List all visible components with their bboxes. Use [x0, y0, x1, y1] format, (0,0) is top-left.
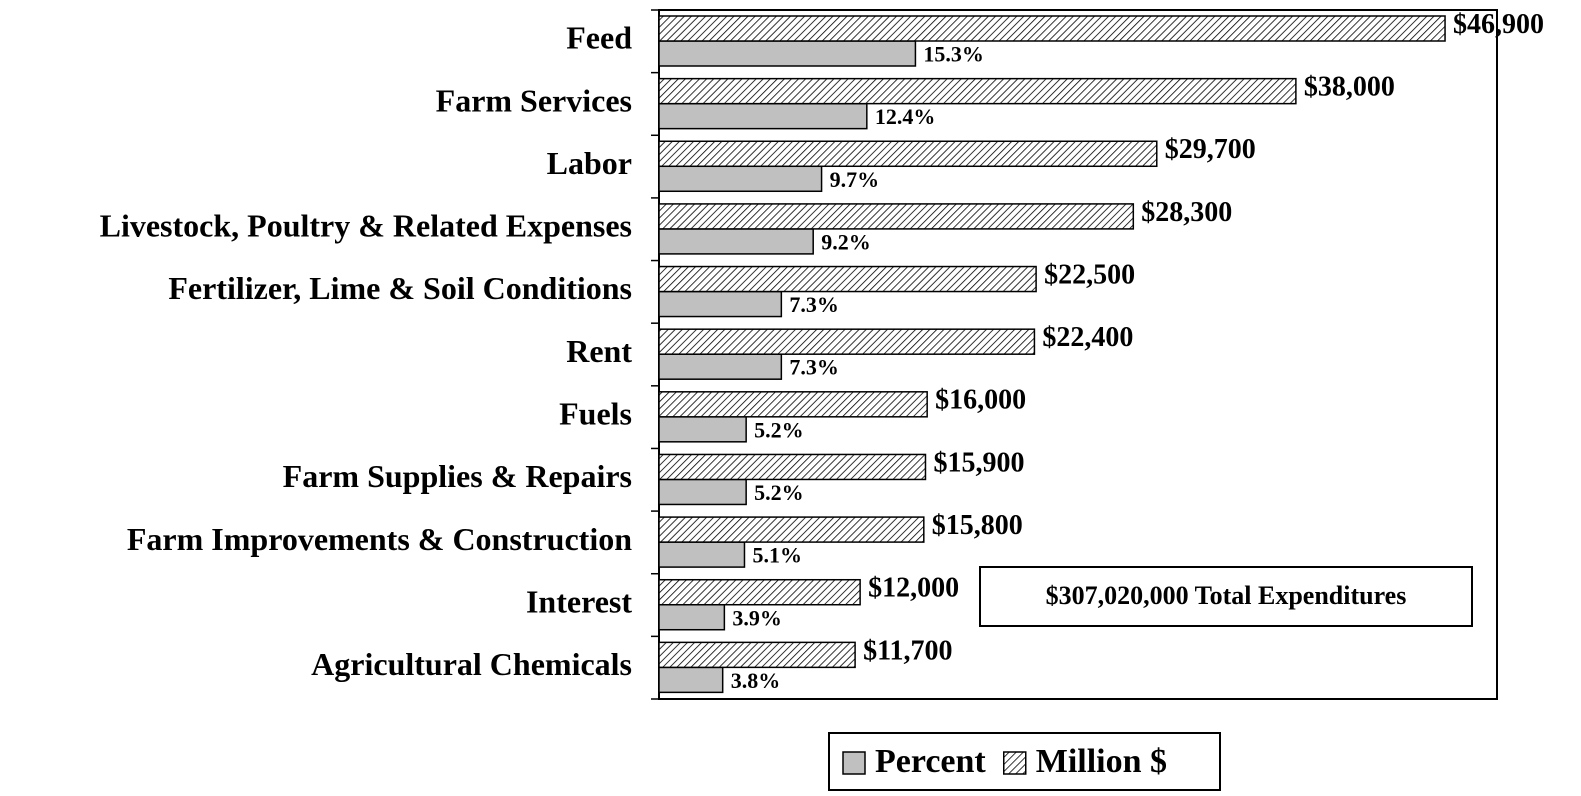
legend-label: Million $ — [1036, 743, 1167, 780]
value-label: $38,000 — [1304, 72, 1395, 103]
annotation: $307,020,000 Total Expenditures — [1046, 581, 1407, 610]
bar — [658, 541, 746, 568]
bar — [658, 228, 814, 255]
bar — [658, 140, 1158, 168]
value-label: 5.1% — [752, 543, 802, 568]
category-label: Labor — [547, 145, 632, 181]
bar — [658, 516, 925, 543]
value-label: $46,900 — [1453, 9, 1544, 40]
bar — [658, 203, 1135, 230]
value-label: 7.3% — [789, 355, 839, 380]
category-label: Fuels — [559, 395, 632, 431]
bar — [658, 666, 724, 694]
bar — [658, 290, 783, 318]
bar — [658, 391, 928, 418]
category-label: Farm Services — [436, 82, 632, 118]
value-label: $15,900 — [933, 447, 1024, 478]
category-label: Farm Improvements & Construction — [127, 521, 632, 557]
value-label: $11,700 — [863, 635, 952, 666]
bar — [658, 353, 783, 380]
category-label: Feed — [566, 20, 632, 56]
value-label: 9.7% — [830, 167, 880, 192]
bar — [658, 102, 868, 130]
category-label: Livestock, Poultry & Related Expenses — [100, 208, 632, 244]
value-label: 3.9% — [732, 605, 782, 630]
bar — [658, 328, 1036, 355]
value-label: 15.3% — [923, 42, 984, 67]
bar — [658, 165, 823, 193]
value-label: 7.3% — [789, 292, 839, 317]
value-label: $22,500 — [1044, 259, 1135, 290]
category-label: Fertilizer, Lime & Soil Conditions — [168, 270, 632, 306]
bar — [658, 265, 1037, 293]
bar — [658, 641, 856, 669]
value-label: 5.2% — [754, 480, 804, 505]
bar — [658, 416, 747, 443]
value-label: $16,000 — [935, 385, 1026, 416]
value-label: $12,000 — [868, 573, 959, 604]
value-label: $22,400 — [1042, 322, 1133, 353]
value-label: $29,700 — [1165, 134, 1256, 165]
annotation-box — [979, 566, 1473, 627]
legend-swatch — [842, 751, 866, 775]
bar — [658, 478, 747, 506]
legend-swatch — [1003, 751, 1027, 775]
legend-label: Percent — [875, 743, 986, 780]
bar — [658, 603, 726, 631]
value-label: 3.8% — [731, 668, 781, 693]
value-label: 9.2% — [821, 229, 871, 254]
category-label: Farm Supplies & Repairs — [283, 458, 632, 494]
bar — [658, 15, 1446, 42]
bar — [658, 77, 1297, 105]
value-label: $15,800 — [932, 510, 1023, 541]
category-label: Rent — [566, 333, 632, 369]
bar — [658, 453, 927, 481]
category-label: Agricultural Chemicals — [311, 646, 632, 682]
category-label: Interest — [526, 583, 632, 619]
bar — [658, 578, 861, 606]
value-label: 12.4% — [875, 104, 936, 129]
value-label: 5.2% — [754, 417, 804, 442]
value-label: $28,300 — [1141, 197, 1232, 228]
bar — [658, 40, 917, 67]
